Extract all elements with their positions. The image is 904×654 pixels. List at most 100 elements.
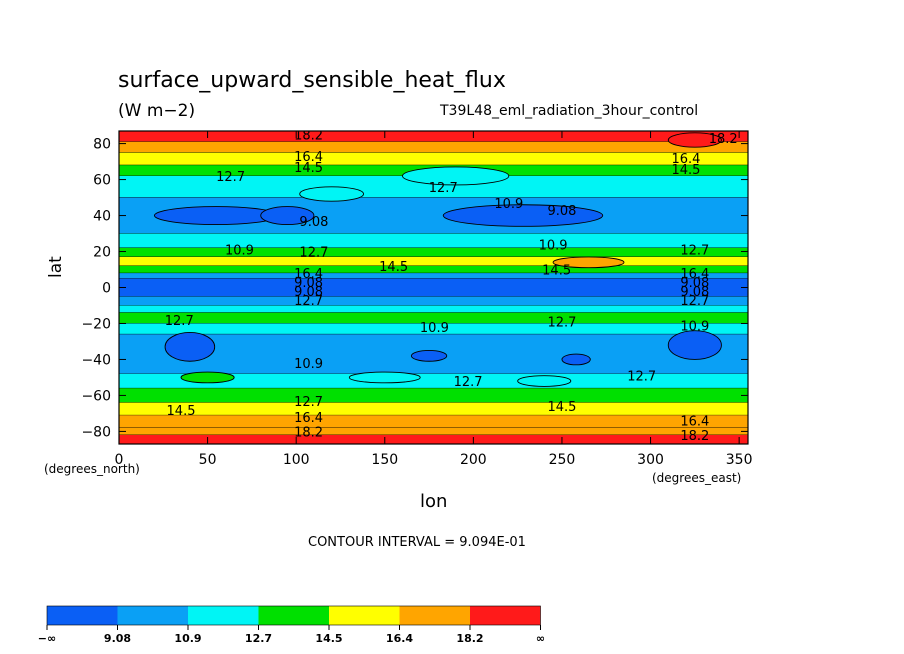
zonal-band-0 (119, 131, 748, 142)
zonal-band-10 (119, 273, 748, 279)
contour-region-0 (153, 206, 279, 225)
contour-label-28: 10.9 (680, 319, 709, 334)
contour-label-21: 9.08 (294, 285, 323, 300)
y-tick-label-5: −20 (81, 316, 111, 332)
x-tick-label-4: 200 (460, 452, 487, 468)
x-tick-label-5: 250 (549, 452, 576, 468)
x-tick-label-3: 150 (371, 452, 398, 468)
contour-label-23: 12.7 (294, 294, 323, 309)
contour-label-3: 16.4 (672, 152, 701, 167)
contour-label-36: 18.2 (294, 425, 323, 440)
zonal-band-12 (119, 296, 748, 306)
heatmap-field (119, 131, 748, 444)
contour-label-19: 9.08 (294, 276, 323, 291)
contour-label-33: 14.5 (547, 400, 576, 415)
contour-label-7: 12.7 (429, 181, 458, 196)
y-tick-label-4: 0 (102, 281, 111, 297)
color-legend: −∞ 9.08 10.9 12.7 14.5 16.4 18.2 ∞ (38, 605, 545, 645)
legend-label-3: 12.7 (245, 632, 272, 645)
zonal-band-1 (119, 141, 748, 153)
zonal-band-15 (119, 323, 748, 335)
zonal-band-22 (119, 435, 748, 444)
units-label: (W m−2) (118, 101, 196, 121)
contour-label-12: 12.7 (299, 246, 328, 261)
contour-label-4: 14.5 (294, 161, 323, 176)
legend-label-1: 9.08 (104, 632, 131, 645)
zonal-band-11 (119, 278, 748, 297)
contour-label-6: 12.7 (216, 170, 245, 185)
contour-label-9: 9.08 (547, 204, 576, 219)
y-unit-note: (degrees_north) (44, 462, 140, 476)
legend-frame (46, 605, 541, 626)
contour-label-18: 16.4 (680, 267, 709, 282)
contour-label-31: 12.7 (627, 370, 656, 385)
contour-region-9 (402, 166, 510, 186)
legend-label-6: 18.2 (456, 632, 483, 645)
legend-label-7: ∞ (536, 632, 545, 645)
contour-label-25: 12.7 (165, 314, 194, 329)
contour-label-27: 12.7 (547, 316, 576, 331)
contour-label-20: 9.08 (680, 276, 709, 291)
contour-region-13 (517, 375, 572, 387)
legend-swatch-5 (399, 606, 470, 625)
zonal-band-7 (119, 247, 748, 257)
zonal-band-4 (119, 175, 748, 198)
contour-label-26: 10.9 (420, 321, 449, 336)
legend-label-2: 10.9 (174, 632, 201, 645)
y-tick-label-3: 20 (93, 245, 111, 261)
zonal-band-19 (119, 402, 748, 416)
contour-label-17: 16.4 (294, 267, 323, 282)
contour-label-32: 14.5 (167, 404, 196, 419)
run-label: T39L48_eml_radiation_3hour_control (440, 103, 699, 119)
x-axis-label: lon (420, 491, 448, 512)
axes: 0 50 100 150 200 250 300 350806040200−20−40−60−… (81, 131, 753, 468)
x-tick-label-6: 300 (637, 452, 664, 468)
contour-region-3 (164, 332, 216, 362)
contour-region-10 (299, 186, 364, 202)
y-tick-label-0: 80 (93, 137, 111, 153)
contour-label-2: 16.4 (294, 150, 323, 165)
x-tick-label-1: 50 (199, 452, 217, 468)
legend-swatch-2 (188, 606, 259, 625)
zonal-band-20 (119, 415, 748, 428)
contour-label-37: 18.2 (680, 429, 709, 444)
contour-region-4 (667, 330, 722, 360)
contour-label-11: 10.9 (225, 244, 254, 259)
contour-label-16: 14.5 (542, 264, 571, 279)
contour-region-8 (667, 132, 722, 148)
x-tick-label-2: 100 (283, 452, 310, 468)
x-tick-label-7: 350 (726, 452, 753, 468)
contour-label-30: 12.7 (454, 375, 483, 390)
zonal-band-18 (119, 388, 748, 403)
y-tick-label-8: −80 (81, 424, 111, 440)
contour-label-0: 18.2 (294, 129, 323, 144)
contour-label-10: 9.08 (299, 215, 328, 230)
legend-swatch-0 (47, 606, 118, 625)
y-tick-label-7: −60 (81, 388, 111, 404)
zonal-band-9 (119, 265, 748, 274)
contour-region-6 (561, 353, 591, 366)
contour-region-7 (552, 256, 625, 269)
contour-region-12 (348, 371, 421, 384)
legend-label-5: 16.4 (386, 632, 413, 645)
contour-label-14: 12.7 (680, 244, 709, 259)
chart-title: surface_upward_sensible_heat_flux (118, 68, 506, 93)
contour-label-24: 12.7 (680, 294, 709, 309)
contour-label-1: 18.2 (709, 132, 738, 147)
zonal-band-17 (119, 373, 748, 389)
contour-region-2 (260, 206, 315, 225)
zonal-band-21 (119, 427, 748, 436)
legend-swatch-1 (117, 606, 188, 625)
zonal-band-13 (119, 305, 748, 313)
contour-label-34: 16.4 (294, 411, 323, 426)
contour-label-35: 16.4 (680, 415, 709, 430)
legend-label-4: 14.5 (315, 632, 342, 645)
legend-label-0: −∞ (38, 632, 56, 645)
contour-label-22: 9.08 (680, 285, 709, 300)
x-tick-label-0: 0 (115, 452, 124, 468)
legend-swatch-3 (258, 606, 329, 625)
legend-swatch-4 (329, 606, 400, 625)
legend-swatch-6 (470, 606, 541, 625)
contour-label-29: 10.9 (294, 357, 323, 372)
